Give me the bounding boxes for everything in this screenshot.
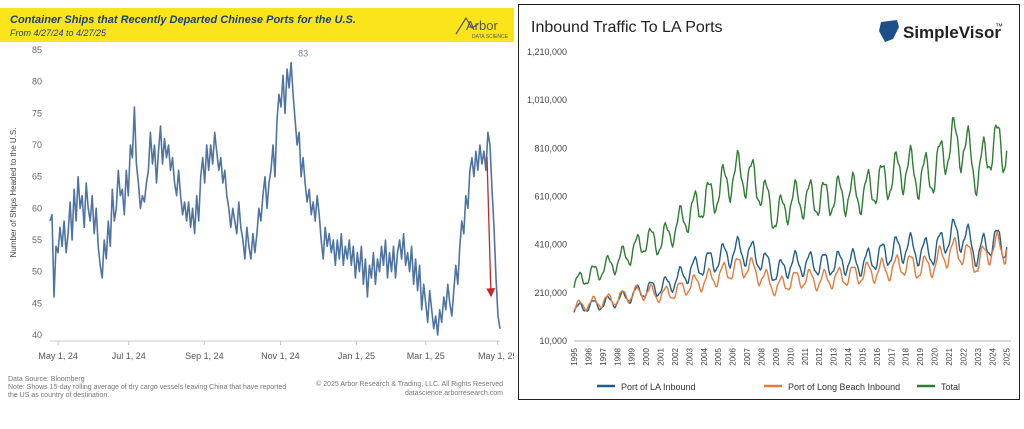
x-tick-label: 2012 [815, 347, 824, 365]
legend-label: Total [941, 382, 960, 392]
logo-tagline: DATA SCIENCE [472, 34, 509, 40]
x-tick-label: 2011 [801, 347, 810, 365]
x-tick-label: 2016 [873, 347, 882, 365]
x-tick-label: Mar 1, 25 [407, 351, 445, 361]
simplevisor-chart-panel: Inbound Traffic To LA Ports SimpleVisor ™ 1… [518, 4, 1020, 400]
y-tick-label: 1,210,000 [527, 47, 567, 57]
x-tick-label: 2013 [830, 347, 839, 365]
x-tick-label: 2014 [844, 347, 853, 365]
y-tick-label: 210,000 [534, 288, 567, 298]
y-tick-label: 1,010,000 [527, 95, 567, 105]
arbor-chart: Container Ships that Recently Departed C… [0, 8, 783, 399]
chart-title: Container Ships that Recently Departed C… [10, 14, 356, 26]
x-tick-label: 1998 [613, 347, 622, 365]
y-tick-label: 55 [32, 235, 42, 245]
chart-title: Inbound Traffic To LA Ports [531, 19, 723, 36]
series-line-1 [573, 218, 1008, 313]
x-tick-label: 1996 [584, 347, 593, 365]
x-tick-label: Jan 1, 25 [338, 351, 375, 361]
y-tick-label: 60 [32, 203, 42, 213]
x-tick-label: 1997 [599, 347, 608, 365]
data-source-note: Data Source: Bloomberg [8, 376, 85, 383]
x-tick-label: 2021 [945, 347, 954, 365]
y-tick-label: 75 [32, 108, 42, 118]
y-tick-label: 40 [32, 330, 42, 340]
x-tick-label: 2005 [714, 347, 723, 365]
drop-arrow [486, 156, 496, 298]
x-tick-label: 2002 [671, 347, 680, 365]
y-tick-label: 810,000 [534, 143, 567, 153]
x-tick-label: 2024 [988, 347, 997, 365]
y-tick-label: 410,000 [534, 240, 567, 250]
x-tick-label: 2004 [700, 347, 709, 365]
y-tick-label: 10,000 [539, 336, 567, 346]
x-tick-label: Jul 1, 24 [112, 351, 146, 361]
series-line-2 [573, 230, 1008, 312]
x-tick-label: 2001 [657, 347, 666, 365]
arbor-chart-panel: Container Ships that Recently Departed C… [0, 0, 783, 424]
x-tick-label: Nov 1, 24 [261, 351, 300, 361]
x-tick-label: 2003 [685, 347, 694, 365]
simplevisor-eagle-icon [879, 20, 899, 42]
y-tick-label: 70 [32, 140, 42, 150]
chart-subtitle: From 4/27/24 to 4/27/25 [10, 28, 107, 38]
y-axis-label: Number of Ships Headed to the U.S. [9, 128, 18, 258]
x-tick-label: 1995 [570, 347, 579, 365]
x-tick-label: May 1, 24 [38, 351, 78, 361]
brand-mark: ™ [995, 22, 1003, 31]
arbor-logo-icon [455, 16, 479, 35]
legend-label: Port of LA Inbound [621, 382, 696, 392]
x-tick-label: 2022 [959, 347, 968, 365]
method-note-cont: the US as country of destination. [8, 392, 109, 399]
x-tick-label: 2000 [642, 347, 651, 365]
x-tick-label: 2015 [858, 347, 867, 365]
x-tick-label: 2020 [931, 347, 940, 365]
y-tick-label: 85 [32, 45, 42, 55]
x-tick-label: 2025 [1003, 347, 1012, 365]
website-note: datascience.arborresearch.com [405, 390, 503, 397]
logo-name: Arbor [466, 18, 498, 33]
y-tick-label: 50 [32, 267, 42, 277]
x-tick-label: May 1, 25 [478, 351, 514, 361]
x-tick-label: 2023 [974, 347, 983, 365]
x-tick-label: 2009 [772, 347, 781, 365]
copyright-note: © 2025 Arbor Research & Trading, LLC. Al… [316, 380, 503, 388]
x-tick-label: 2006 [729, 347, 738, 365]
peak-label: 83 [298, 49, 308, 59]
title-banner [0, 8, 514, 42]
x-tick-label: 2019 [916, 347, 925, 365]
x-tick-label: 2010 [786, 347, 795, 365]
series-line-3 [573, 117, 1008, 288]
series-line-ships [49, 61, 501, 336]
legend-label: Port of Long Beach Inbound [788, 382, 900, 392]
x-tick-label: Sep 1, 24 [185, 351, 224, 361]
brand-name: SimpleVisor [903, 23, 1001, 42]
method-note: Note: Shows 15-day rolling average of dr… [8, 384, 286, 391]
y-tick-label: 65 [32, 172, 42, 182]
x-tick-label: 2007 [743, 347, 752, 365]
y-tick-label: 45 [32, 298, 42, 308]
y-tick-label: 80 [32, 77, 42, 87]
y-tick-label: 610,000 [534, 192, 567, 202]
x-tick-label: 1999 [628, 347, 637, 365]
x-tick-label: 2008 [757, 347, 766, 365]
x-tick-label: 2017 [887, 347, 896, 365]
x-tick-label: 2018 [902, 347, 911, 365]
